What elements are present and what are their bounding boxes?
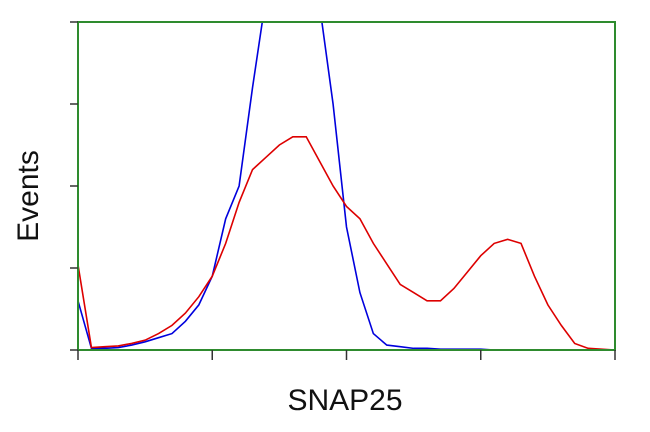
plot-area: [78, 22, 615, 350]
plot-frame: [77, 21, 616, 351]
y-axis-label: Events: [12, 150, 45, 242]
series-line: [78, 22, 615, 350]
x-axis-label: SNAP25: [287, 384, 402, 417]
series-line: [78, 136, 615, 350]
